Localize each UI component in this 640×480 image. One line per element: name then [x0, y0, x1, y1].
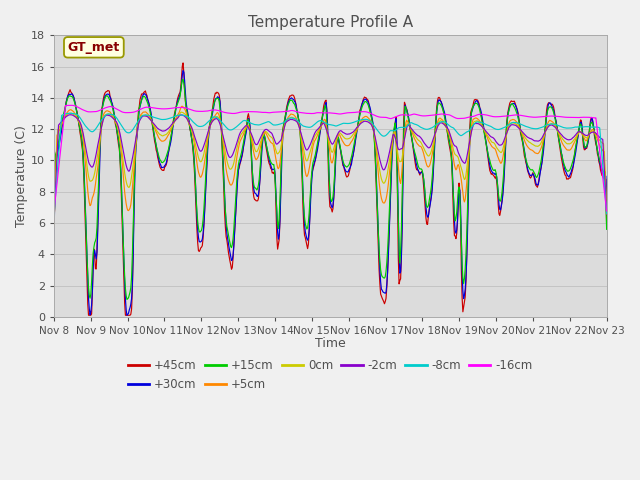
- Y-axis label: Temperature (C): Temperature (C): [15, 125, 28, 227]
- Text: GT_met: GT_met: [68, 41, 120, 54]
- Title: Temperature Profile A: Temperature Profile A: [248, 15, 413, 30]
- Legend: +45cm, +30cm, +15cm, +5cm, 0cm, -2cm, -8cm, -16cm: +45cm, +30cm, +15cm, +5cm, 0cm, -2cm, -8…: [124, 354, 537, 396]
- X-axis label: Time: Time: [315, 337, 346, 350]
